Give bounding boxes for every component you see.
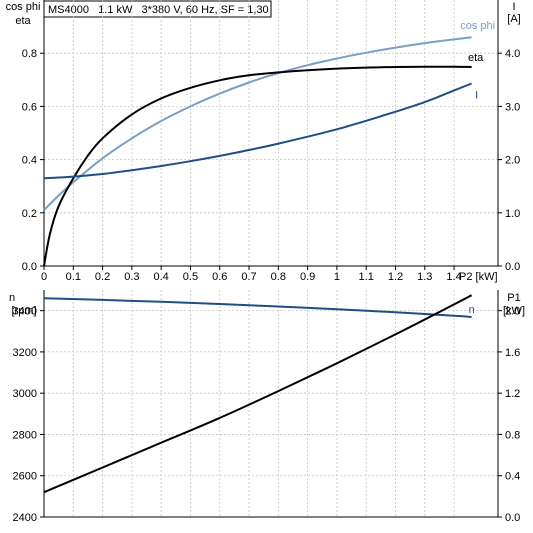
x-tick-label: 0 [41,271,47,283]
header-info-text: MS4000 1.1 kW 3*380 V, 60 Hz, SF = 1,30 [48,4,269,16]
lower-curve-p1 [43,294,473,494]
lower-left-tick-label: 2800 [13,429,37,441]
upper-curve-cos-phi [43,36,472,211]
lower-curve-n [43,297,472,318]
lower-ticks: 2400 2600 2800 3000 3200 3400 0.0 0.4 0.8 1.2 1.6 2… [13,306,521,524]
x-tick-label: 1.1 [359,271,374,283]
upper-curve-label-i: I [475,90,478,102]
lower-left-tick-label: 3400 [13,306,37,318]
upper-curve-label-eta: eta [468,52,484,64]
upper-curve-i [43,82,472,180]
x-tick-label: 0.6 [212,271,227,283]
left-axis-label-cosphi: cos phi [6,1,41,13]
upper-curve-eta [43,65,472,267]
lower-right-tick-label: 0.8 [505,429,520,441]
x-tick-label: 0.7 [241,271,256,283]
lower-right-tick-label: 2.0 [505,306,520,318]
upper-right-tick-label: 1.0 [505,208,520,220]
x-tick-label: 0.2 [95,271,110,283]
left-axis-label-eta: eta [15,15,31,27]
upper-curves: cos phi eta I [43,20,495,267]
x-axis-label: P2 [kW] [459,271,498,283]
x-tick-label: 0.1 [66,271,81,283]
lower-right-tick-label: 1.6 [505,347,520,359]
lower-right-tick-label: 0.4 [505,471,520,483]
x-tick-label: 1.4 [446,271,461,283]
x-tick-label: 1.2 [388,271,403,283]
x-tick-label: 0.3 [124,271,139,283]
right-axis-label-amp: [A] [507,13,520,25]
upper-left-tick-label: 0.4 [22,155,37,167]
x-tick-label: 1 [334,271,340,283]
upper-grid [43,0,498,266]
upper-axes [43,0,499,267]
upper-right-tick-label: 2.0 [505,155,520,167]
upper-right-tick-label: 0.0 [505,261,520,273]
upper-left-tick-label: 0.8 [22,48,37,60]
lower-right-tick-label: 1.2 [505,388,520,400]
lower-right-tick-label: 0.0 [505,512,520,524]
x-tick-label: 0.8 [271,271,286,283]
right-axis-label-kw: [kW] [503,305,525,317]
right-axis-label-i: I [512,1,515,13]
x-tick-label: 0.9 [300,271,315,283]
lower-left-tick-label: 2600 [13,471,37,483]
x-tick-label: 0.5 [183,271,198,283]
lower-left-tick-label: 2400 [13,512,37,524]
lower-left-tick-label: 3000 [13,388,37,400]
upper-curve-label-cos-phi: cos phi [460,20,495,32]
lower-grid [43,290,498,517]
upper-right-tick-label: 3.0 [505,101,520,113]
upper-left-tick-label: 0.6 [22,101,37,113]
lower-left-tick-label: 3200 [13,347,37,359]
upper-left-tick-label: 0.0 [22,261,37,273]
upper-ticks: 0 0.1 0.2 0.3 0.4 0.5 0.6 0.7 0.8 0.9 1 1.1 1.2 1.3 1.… [22,48,521,283]
lower-curves: n [43,294,475,494]
left-axis-label-rpm: [rpm] [11,305,36,317]
upper-right-tick-label: 4.0 [505,48,520,60]
lower-curve-label-n: n [469,304,475,316]
x-tick-label: 0.4 [154,271,169,283]
right-axis-label-p1: P1 [507,292,520,304]
lower-axes [43,290,499,518]
x-tick-label: 1.3 [417,271,432,283]
upper-left-tick-label: 0.2 [22,208,37,220]
left-axis-label-n: n [9,292,15,304]
